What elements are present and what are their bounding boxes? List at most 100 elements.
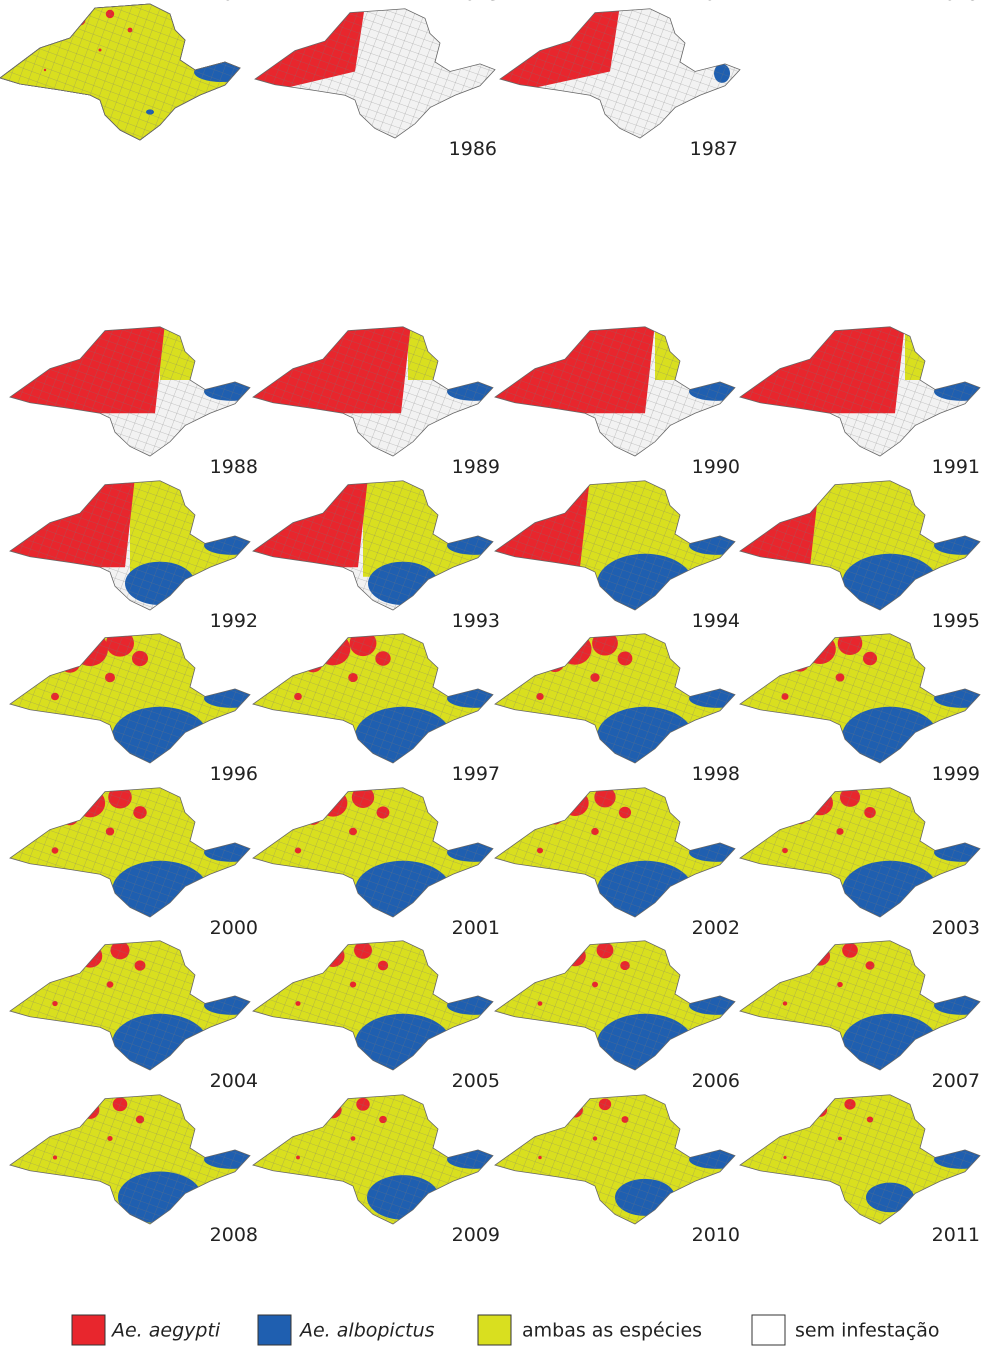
map-fill xyxy=(495,480,735,611)
state-outline xyxy=(494,1094,736,1225)
map-fill xyxy=(253,940,493,1071)
state-outline xyxy=(739,326,981,457)
state-map xyxy=(252,633,494,764)
year-label: 2015 xyxy=(932,0,980,5)
year-label: 1996 xyxy=(210,763,258,785)
year-label: 2007 xyxy=(932,1070,980,1092)
state-map xyxy=(252,787,494,918)
year-label: 2008 xyxy=(210,1224,258,1246)
aegypti-spot xyxy=(56,31,64,39)
year-label: 2011 xyxy=(932,1224,980,1246)
year-label: 1995 xyxy=(932,610,980,632)
state-map xyxy=(494,940,736,1071)
legend-swatch xyxy=(257,1314,292,1346)
state-outline xyxy=(252,633,494,764)
state-outline xyxy=(9,787,251,918)
year-label: 2013 xyxy=(452,0,500,5)
map-fill xyxy=(495,1094,735,1225)
municipalities xyxy=(495,940,735,1071)
municipalities xyxy=(10,1094,250,1225)
state-map xyxy=(499,8,741,139)
legend-swatch xyxy=(477,1314,512,1346)
year-label: 2000 xyxy=(210,917,258,939)
map-fill xyxy=(740,326,980,457)
year-label: 2009 xyxy=(452,1224,500,1246)
legend-label: sem infestação xyxy=(795,1320,940,1342)
municipalities xyxy=(253,326,493,457)
year-label: 1999 xyxy=(932,763,980,785)
state-map xyxy=(739,326,981,457)
state-outline xyxy=(739,940,981,1071)
state-map xyxy=(9,1094,251,1225)
aegypti-spot xyxy=(550,1120,560,1129)
state-outline xyxy=(252,787,494,918)
municipalities xyxy=(495,1094,735,1225)
state-map xyxy=(494,787,736,918)
municipalities xyxy=(495,787,735,918)
year-label: 2001 xyxy=(452,917,500,939)
municipalities xyxy=(255,8,495,139)
state-map xyxy=(9,787,251,918)
state-map xyxy=(252,940,494,1071)
state-map xyxy=(0,3,241,141)
map-fill xyxy=(255,8,495,139)
state-outline xyxy=(494,480,736,611)
aegypti-spot xyxy=(64,1119,76,1130)
municipalities xyxy=(0,4,240,140)
state-outline xyxy=(252,1094,494,1225)
municipalities xyxy=(253,787,493,918)
state-map xyxy=(494,1094,736,1225)
map-fill xyxy=(253,1094,493,1225)
state-map xyxy=(494,633,736,764)
map-fill xyxy=(253,633,493,764)
aegypti-spot xyxy=(796,1120,804,1129)
map-fill xyxy=(0,4,240,140)
map-fill xyxy=(10,787,250,918)
year-label: 2006 xyxy=(692,1070,740,1092)
year-label: 2003 xyxy=(932,917,980,939)
legend-swatch xyxy=(71,1314,106,1346)
state-outline xyxy=(494,787,736,918)
year-label: 1987 xyxy=(690,138,738,160)
aegypti-spot xyxy=(57,32,63,38)
municipalities xyxy=(740,1094,980,1225)
map-fill xyxy=(495,940,735,1071)
year-label: 1989 xyxy=(452,456,500,478)
state-map xyxy=(494,480,736,611)
state-outline xyxy=(739,480,981,611)
map-fill xyxy=(740,633,980,764)
municipalities xyxy=(10,787,250,918)
legend-label: Ae. albopictus xyxy=(298,1320,435,1342)
map-fill xyxy=(740,787,980,918)
state-outline xyxy=(9,940,251,1071)
state-outline xyxy=(252,326,494,457)
year-label: 1986 xyxy=(449,138,497,160)
map-fill xyxy=(740,1094,980,1225)
state-outline xyxy=(494,940,736,1071)
state-map xyxy=(9,633,251,764)
map-fill xyxy=(740,480,980,611)
state-outline xyxy=(254,8,496,139)
state-outline xyxy=(9,633,251,764)
year-label: 1992 xyxy=(210,610,258,632)
map-fill xyxy=(495,633,735,764)
legend-swatch xyxy=(751,1314,786,1346)
aegypti-spot xyxy=(549,964,561,976)
state-outline xyxy=(499,8,741,139)
municipalities xyxy=(10,633,250,764)
aegypti-spot xyxy=(794,964,806,976)
year-label: 2012 xyxy=(210,0,258,5)
municipalities xyxy=(500,8,740,139)
year-label: 1991 xyxy=(932,456,980,478)
municipalities xyxy=(740,480,980,611)
municipalities xyxy=(253,633,493,764)
legend-label: ambas as espécies xyxy=(522,1320,702,1342)
year-label: 1993 xyxy=(452,610,500,632)
state-outline xyxy=(494,633,736,764)
map-fill xyxy=(495,787,735,918)
state-outline xyxy=(9,1094,251,1225)
map-fill xyxy=(740,940,980,1071)
year-label: 1994 xyxy=(692,610,740,632)
year-label: 2004 xyxy=(210,1070,258,1092)
